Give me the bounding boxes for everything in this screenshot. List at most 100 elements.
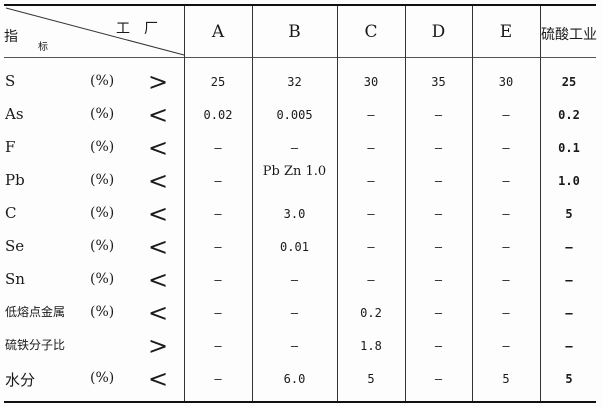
column-header: D	[431, 22, 446, 42]
row-label: F	[5, 138, 16, 156]
row-unit: (%)	[90, 370, 115, 386]
row-relation: <	[148, 266, 169, 294]
cell-value: 6.0	[283, 372, 306, 386]
cell-value: —	[290, 273, 299, 287]
row-label: S	[5, 72, 16, 90]
top-rule	[4, 4, 596, 6]
column-header: A	[211, 22, 225, 42]
cell-value: 3.0	[283, 207, 306, 221]
cell-value: —	[502, 108, 510, 122]
cell-value: —	[434, 372, 443, 386]
cell-value: —	[565, 240, 573, 254]
cell-value: —	[502, 306, 510, 320]
cell-value: —	[367, 174, 375, 188]
cell-value: —	[565, 339, 573, 353]
cell-value: —	[214, 306, 222, 320]
column-divider	[337, 6, 338, 401]
row-unit: (%)	[90, 73, 115, 89]
cell-value: —	[367, 240, 375, 254]
column-divider	[252, 6, 253, 401]
cell-value: —	[502, 141, 510, 155]
cell-value: —	[502, 240, 510, 254]
cell-value: —	[214, 372, 222, 386]
row-label: Se	[5, 237, 25, 255]
header-rule	[4, 57, 596, 58]
row-relation: <	[148, 101, 169, 129]
row-relation: <	[148, 233, 169, 261]
cell-value: 35	[431, 75, 446, 89]
row-label: Sn	[5, 270, 25, 288]
cell-value: —	[434, 240, 443, 254]
column-header: 硫酸工业	[541, 27, 597, 43]
row-unit: (%)	[90, 238, 115, 254]
column-header: B	[288, 22, 301, 42]
cell-value: 25	[561, 75, 577, 89]
cell-value: 30	[363, 75, 379, 89]
cell-value: 0.2	[558, 108, 580, 122]
row-relation: <	[148, 365, 169, 393]
cell-value: 0.1	[558, 141, 580, 155]
cell-value: 1.0	[558, 174, 580, 188]
cell-value: —	[502, 174, 510, 188]
row-relation: >	[148, 68, 169, 96]
row-unit: (%)	[90, 304, 115, 320]
cell-value: —	[502, 207, 510, 221]
row-relation: <	[148, 167, 169, 195]
cell-value: —	[565, 306, 573, 320]
column-divider	[472, 6, 473, 401]
row-unit: (%)	[90, 271, 115, 287]
row-relation: <	[148, 200, 169, 228]
cell-value: —	[434, 207, 443, 221]
cell-value: —	[434, 141, 443, 155]
column-divider	[540, 6, 541, 401]
cell-value: 0.2	[360, 306, 382, 320]
cell-value: —	[290, 306, 299, 320]
cell-value: —	[214, 174, 222, 188]
cell-value: —	[290, 339, 299, 353]
cell-value: —	[367, 108, 375, 122]
row-label: 水分	[5, 371, 36, 389]
cell-value: —	[367, 273, 375, 287]
column-header: C	[364, 22, 378, 42]
cell-value: —	[214, 141, 222, 155]
row-relation: <	[148, 299, 169, 327]
bottom-rule	[4, 401, 596, 403]
cell-value: 0.01	[280, 240, 309, 254]
cell-value: —	[434, 306, 443, 320]
cell-value: —	[214, 240, 222, 254]
row-label: C	[5, 204, 17, 222]
row-label: 低熔点金属	[5, 305, 66, 319]
cell-value: 5	[565, 372, 573, 386]
row-unit: (%)	[90, 205, 115, 221]
cell-value: —	[434, 339, 443, 353]
cell-value: —	[434, 273, 443, 287]
corner-label-index: 指	[4, 29, 18, 45]
cell-value: —	[367, 141, 375, 155]
cell-value: —	[434, 108, 443, 122]
corner-label-factory: 工 厂	[116, 21, 158, 37]
cell-value: Pb Zn 1.0	[262, 164, 327, 179]
cell-value: 0.02	[203, 108, 233, 122]
row-unit: (%)	[90, 106, 115, 122]
row-label: 硫铁分子比	[5, 338, 66, 352]
cell-value: 5	[502, 372, 510, 386]
cell-value: —	[565, 273, 573, 287]
cell-value: —	[214, 273, 222, 287]
cell-value: 5	[565, 207, 573, 221]
cell-value: 5	[367, 372, 375, 386]
column-header: E	[499, 22, 513, 42]
row-unit: (%)	[90, 172, 115, 188]
column-divider	[184, 6, 185, 401]
cell-value: —	[214, 207, 222, 221]
cell-value: —	[434, 174, 443, 188]
diagonal-line	[5, 7, 185, 56]
cell-value: 32	[287, 75, 302, 89]
row-label: As	[5, 105, 24, 123]
cell-value: —	[214, 339, 222, 353]
row-unit: (%)	[90, 139, 115, 155]
corner-label-sub: 标	[38, 42, 48, 53]
cell-value: —	[290, 141, 299, 155]
cell-value: 1.8	[360, 339, 382, 353]
row-relation: <	[148, 134, 169, 162]
cell-value: 0.005	[276, 108, 313, 122]
